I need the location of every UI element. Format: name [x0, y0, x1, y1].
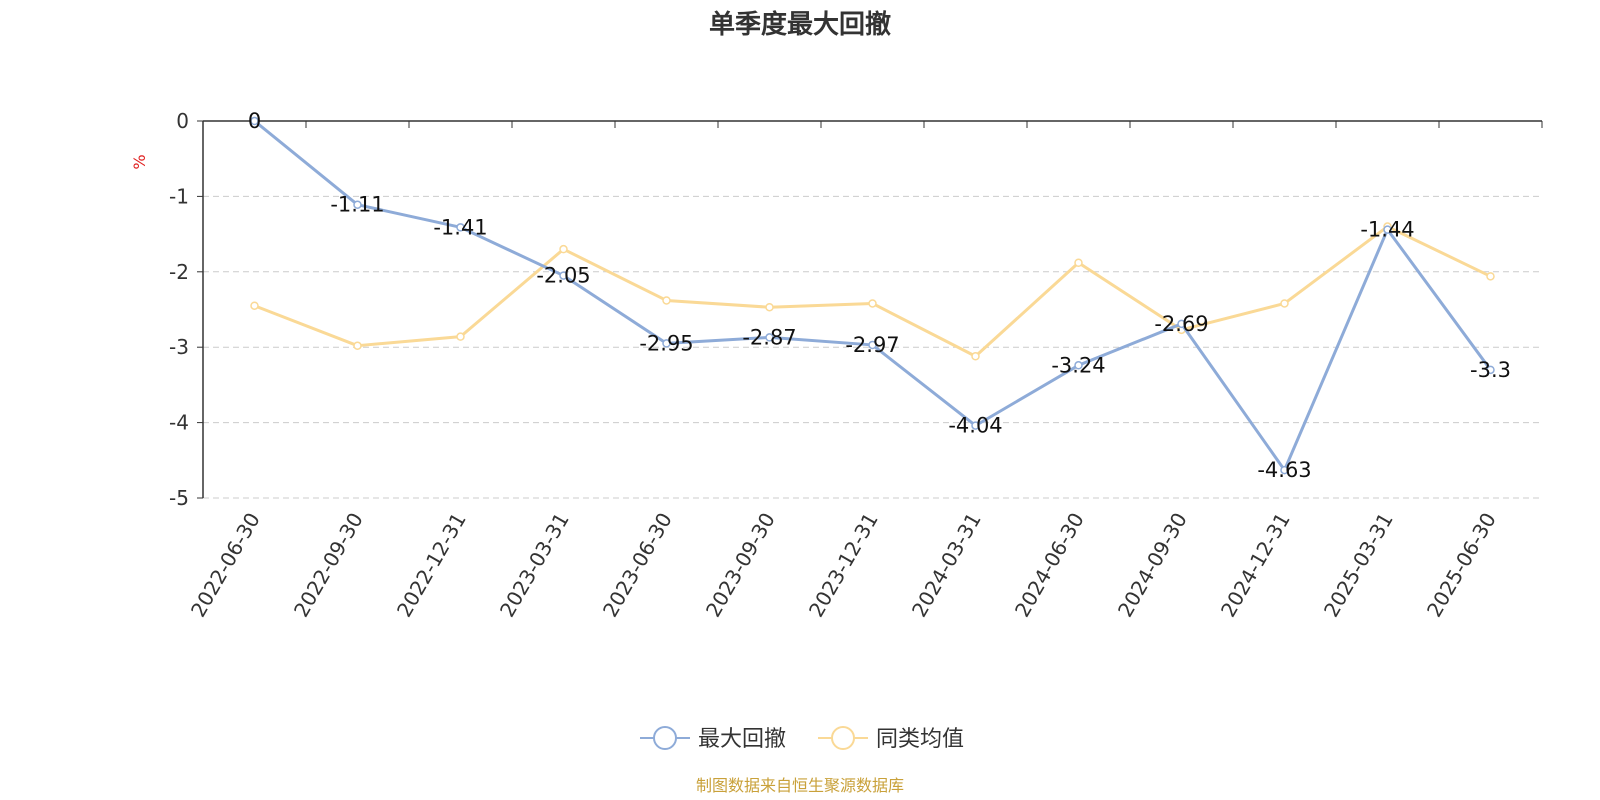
x-tick-label: 2025-03-31: [1319, 509, 1398, 622]
data-label: -1.41: [433, 215, 487, 239]
data-label: -4.04: [948, 414, 1002, 438]
data-point: [250, 301, 259, 310]
x-tick-label: 2024-06-30: [1010, 509, 1089, 622]
x-tick-label: 2025-06-30: [1422, 509, 1501, 622]
data-point: [1280, 299, 1289, 308]
x-tick-label: 2022-12-31: [392, 509, 471, 622]
data-point: [456, 332, 465, 341]
data-point: [662, 296, 671, 305]
x-tick-label: 2024-12-31: [1216, 509, 1295, 622]
y-tick-label: -2: [169, 260, 189, 284]
y-tick-label: 0: [176, 109, 189, 133]
series-layer: [250, 116, 1495, 475]
x-tick-label: 2023-06-30: [598, 509, 677, 622]
x-tick-label: 2022-09-30: [289, 509, 368, 622]
x-tick-label: 2024-03-31: [907, 509, 986, 622]
data-label: -1.11: [330, 193, 384, 217]
data-label: -1.44: [1360, 218, 1414, 242]
series-line-max-drawdown: [253, 119, 1492, 472]
data-point: [559, 271, 568, 280]
data-point: [1486, 272, 1495, 281]
data-point: [765, 302, 774, 312]
data-point: [1074, 361, 1083, 370]
x-tick-label: 2022-06-30: [186, 509, 265, 622]
y-tick-label: -5: [169, 486, 189, 510]
data-label: -4.63: [1257, 458, 1311, 482]
y-axis-unit: %: [130, 154, 149, 169]
data-label: -2.97: [845, 333, 899, 357]
data-point: [1486, 365, 1495, 375]
data-label: -2.69: [1154, 312, 1208, 336]
data-label-layer: 0 -1.11 -1.41 -2.05 -2.95 -2.87 -2.97 -4.04 -3.2…: [248, 109, 1511, 482]
data-label: -2.05: [536, 264, 590, 288]
data-point: [971, 421, 980, 430]
data-point: [1177, 319, 1186, 329]
data-point: [765, 333, 774, 342]
legend-marker: [653, 726, 677, 750]
x-tick-label: 2023-12-31: [804, 509, 883, 622]
y-tick-label: -4: [169, 411, 189, 435]
data-source-note: 制图数据来自恒生聚源数据库: [695, 776, 904, 795]
x-tick-label: 2023-09-30: [701, 509, 780, 622]
data-label: -2.95: [639, 331, 693, 355]
x-tick-label: 2023-03-31: [495, 509, 574, 622]
legend: 最大回撤 同类均值: [640, 726, 964, 752]
data-point: [456, 223, 465, 232]
data-point: [868, 299, 877, 308]
legend-label: 最大回撤: [698, 727, 786, 752]
data-point: [1280, 465, 1289, 475]
y-tick-label: -3: [169, 335, 189, 359]
grid-layer: [203, 195, 1542, 499]
data-point: [868, 340, 877, 350]
data-label: 0: [248, 109, 261, 133]
data-point: [662, 339, 671, 348]
chart-title: 单季度最大回撤: [708, 10, 891, 40]
data-label: -2.87: [742, 325, 796, 349]
legend-label: 同类均值: [876, 727, 964, 752]
x-tick-label: 2024-09-30: [1113, 509, 1192, 622]
data-label: -3.3: [1470, 358, 1511, 382]
data-point: [1074, 258, 1083, 268]
data-label: -3.24: [1051, 353, 1105, 377]
data-point: [250, 116, 259, 126]
data-point: [971, 351, 980, 361]
data-point: [353, 341, 362, 350]
legend-marker: [831, 726, 855, 750]
data-point: [559, 244, 568, 254]
y-tick-label: -1: [169, 184, 189, 208]
data-point: [353, 200, 362, 209]
data-point: [1383, 225, 1392, 234]
